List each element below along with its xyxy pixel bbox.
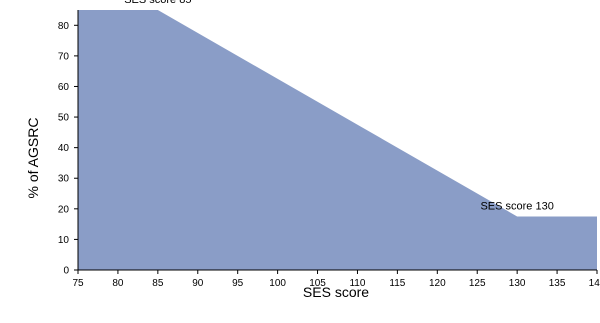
annotations: SES score 85 SES score 130: [124, 0, 554, 212]
x-tick-label: 85: [152, 278, 164, 289]
x-tick-label: 80: [112, 278, 124, 289]
y-tick-label: 20: [58, 204, 70, 215]
area-series-0: [78, 10, 597, 270]
x-tick-label: 140: [589, 278, 600, 289]
x-tick-label: 130: [509, 278, 526, 289]
annotation-label: SES score 130: [480, 200, 553, 212]
y-tick-label: 30: [58, 174, 70, 185]
x-axis-ticks: 75 80 85 90 95 100 105 110 115 120 125 130 135 140: [72, 270, 600, 289]
x-tick-label: 135: [549, 278, 566, 289]
y-tick-label: 50: [58, 113, 70, 124]
x-tick-label: 125: [469, 278, 486, 289]
x-tick-label: 110: [349, 278, 365, 289]
y-tick-label: 80: [58, 21, 70, 32]
plot-area: [78, 10, 597, 270]
x-tick-label: 105: [309, 278, 326, 289]
x-tick-label: 75: [72, 278, 84, 289]
y-axis-title: % of AGSRC: [25, 118, 41, 199]
x-tick-label: 120: [429, 278, 446, 289]
x-axis-title: SES score: [303, 284, 369, 300]
x-tick-label: 95: [232, 278, 244, 289]
x-tick-label: 100: [269, 278, 286, 289]
y-tick-label: 0: [63, 266, 69, 277]
annotation-label: SES score 85: [124, 0, 191, 6]
x-tick-label: 115: [389, 278, 405, 289]
y-tick-label: 60: [58, 82, 70, 93]
y-axis-ticks: 0 10 20 30 40 50 60 70 80: [58, 21, 78, 277]
x-tick-label: 90: [192, 278, 204, 289]
y-tick-label: 70: [58, 51, 70, 62]
y-tick-label: 40: [58, 143, 70, 154]
y-tick-label: 10: [58, 235, 70, 246]
